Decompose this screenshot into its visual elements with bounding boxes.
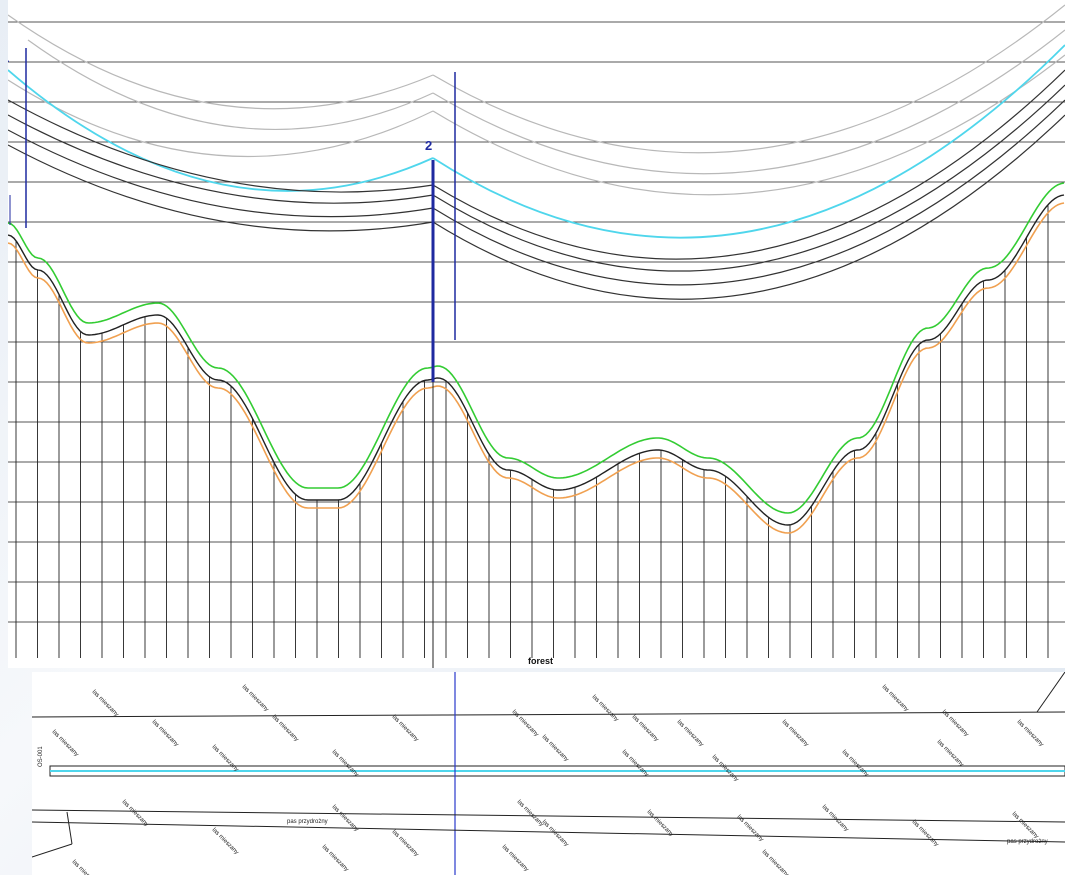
horizontal-grid bbox=[8, 21, 1065, 623]
plan-road-corner bbox=[32, 843, 73, 858]
area-label: las mieszany bbox=[631, 714, 660, 743]
area-label: las mieszany bbox=[821, 804, 850, 833]
terrain-upper-offset bbox=[8, 182, 1065, 514]
area-label: las mieszany bbox=[621, 749, 650, 778]
pole-label-2: 2 bbox=[425, 138, 432, 153]
area-label: las mieszany bbox=[781, 719, 810, 748]
ground-label: forest bbox=[528, 656, 553, 666]
conductor-light bbox=[432, 29, 1065, 175]
area-label: las mieszany bbox=[151, 719, 180, 748]
area-label: las mieszany bbox=[841, 749, 870, 778]
longitudinal-profile-drawing: 1 2 forest bbox=[8, 4, 1065, 668]
conductor-dark bbox=[8, 99, 434, 193]
conductor-dark bbox=[432, 69, 1065, 260]
area-label: las mieszany bbox=[211, 827, 240, 856]
area-label: las mieszany bbox=[911, 819, 940, 848]
area-label: las mieszany bbox=[511, 709, 540, 738]
area-label: las mieszany bbox=[271, 714, 300, 743]
road-label-right: pas przydrożny bbox=[1007, 839, 1048, 845]
profile-view: 1 2 forest bbox=[8, 0, 1065, 668]
terrain-profile bbox=[8, 182, 1065, 534]
area-label: las mieszany bbox=[941, 709, 970, 738]
plan-boundary-lines bbox=[32, 672, 1065, 875]
conductor-catenaries bbox=[8, 4, 1065, 300]
area-label: las mieszany bbox=[91, 689, 120, 718]
vertical-label: OS-001 bbox=[38, 746, 44, 767]
area-label: las mieszany bbox=[541, 819, 570, 848]
conductor-dark bbox=[432, 84, 1065, 272]
road-label-left: pas przydrożny bbox=[287, 819, 328, 825]
area-label: las mieszany bbox=[761, 849, 790, 875]
plan-road-edge-2 bbox=[32, 821, 1065, 843]
area-label: las mieszany bbox=[71, 859, 100, 875]
conductor-light bbox=[27, 39, 434, 130]
plan-view: las mieszany las mieszany las mieszany las … bbox=[32, 672, 1065, 875]
pole-label-1: 1 bbox=[8, 50, 9, 65]
conductor-dark bbox=[432, 99, 1065, 286]
area-label: las mieszany bbox=[1016, 719, 1045, 748]
plan-road-edge-1 bbox=[32, 809, 1065, 823]
area-label: las mieszany bbox=[241, 684, 270, 713]
area-label: las mieszany bbox=[711, 754, 740, 783]
area-label: las mieszany bbox=[541, 734, 570, 763]
area-label: las mieszany bbox=[331, 749, 360, 778]
area-label: las mieszany bbox=[391, 714, 420, 743]
conductor-dark bbox=[8, 129, 434, 218]
area-label: las mieszany bbox=[391, 829, 420, 858]
terrain-lower-offset bbox=[8, 202, 1065, 534]
conductor-light bbox=[8, 14, 434, 110]
conductor-dark bbox=[8, 144, 434, 232]
conductor-dark bbox=[8, 114, 434, 204]
plan-boundary-top bbox=[32, 711, 1065, 718]
vertical-station-lines bbox=[15, 204, 1049, 658]
area-label: las mieszany bbox=[321, 844, 350, 873]
poles bbox=[9, 48, 456, 668]
area-label: las mieszany bbox=[516, 799, 545, 828]
area-label: las mieszany bbox=[331, 804, 360, 833]
plan-road-corner bbox=[66, 811, 73, 845]
plan-boundary-corner bbox=[1036, 672, 1065, 713]
conductor-dark bbox=[432, 114, 1065, 300]
area-label: las mieszany bbox=[591, 694, 620, 723]
area-label: las mieszany bbox=[501, 844, 530, 873]
area-label: las mieszany bbox=[1011, 811, 1040, 840]
area-label: las mieszany bbox=[936, 739, 965, 768]
conductor-light bbox=[432, 4, 1065, 154]
conductor-cyan bbox=[8, 69, 434, 192]
area-label: las mieszany bbox=[881, 684, 910, 713]
area-label: las mieszany bbox=[211, 744, 240, 773]
terrain-line bbox=[8, 194, 1065, 526]
conductor-light bbox=[432, 54, 1065, 196]
area-label: las mieszany bbox=[676, 719, 705, 748]
conductor-light bbox=[8, 79, 434, 158]
conductor-cyan bbox=[432, 44, 1065, 239]
area-label: las mieszany bbox=[51, 729, 80, 758]
